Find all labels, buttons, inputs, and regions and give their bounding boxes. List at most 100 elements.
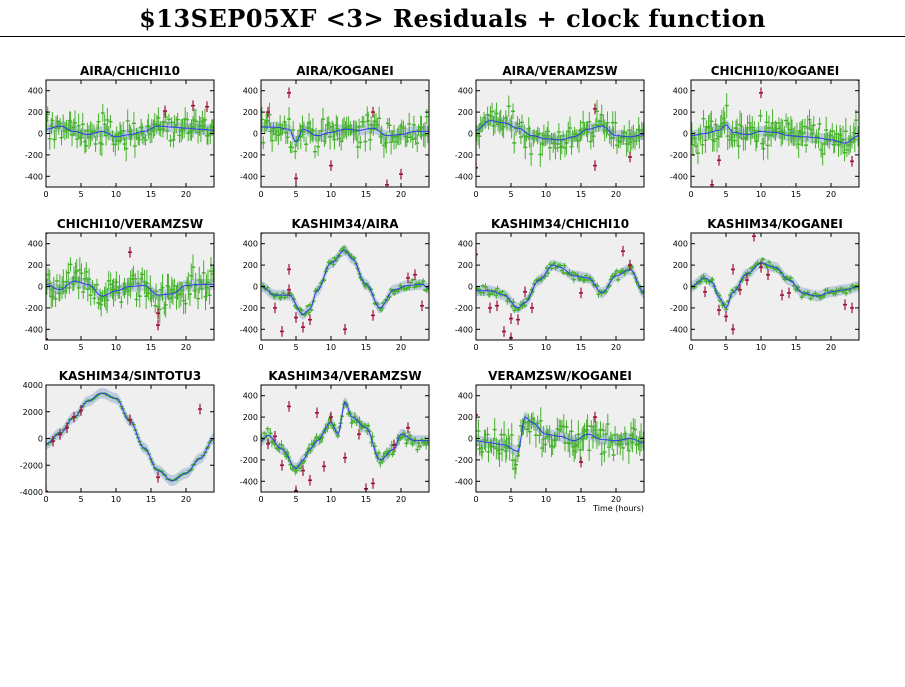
plot-area [476, 233, 644, 340]
chart-panel: KASHIM34/VERAMZSW -400 -200 0 200 400 0 5 10 15 20 [240, 369, 430, 504]
y-tick-label: 0 [683, 130, 688, 139]
x-tick-label: 15 [146, 190, 156, 199]
y-tick-label: 200 [243, 108, 258, 117]
panel-title: KASHIM34/AIRA [291, 217, 399, 231]
y-tick-label: -2000 [20, 461, 43, 470]
panel-title: CHICHI10/VERAMZSW [57, 217, 203, 231]
y-tick-label: 4000 [23, 381, 43, 390]
outlier-series [261, 233, 424, 337]
y-tick-label: 0 [253, 435, 258, 444]
y-tick-label: -400 [455, 477, 473, 486]
y-tick-label: -400 [25, 172, 43, 181]
page-title: $13SEP05XF <3> Residuals + clock functio… [139, 4, 766, 33]
chart-panel: KASHIM34/KOGANEI -400 -200 0 200 400 0 5 10 15 20 [670, 217, 860, 352]
x-tick-label: 0 [43, 343, 48, 352]
panel-title: KASHIM34/VERAMZSW [268, 369, 421, 383]
y-tick-label: -200 [455, 304, 473, 313]
x-tick-label: 10 [111, 190, 121, 199]
outlier-series [266, 401, 410, 492]
x-tick-label: 10 [326, 495, 336, 504]
y-tick-label: 400 [458, 392, 473, 401]
x-tick-label: 10 [326, 190, 336, 199]
title-rule [0, 36, 905, 37]
y-tick-label: 0 [38, 283, 43, 292]
plot-content [46, 233, 214, 340]
y-tick-label: 0 [468, 283, 473, 292]
panel-title: KASHIM34/CHICHI10 [491, 217, 629, 231]
x-tick-label: 15 [576, 190, 586, 199]
y-tick-label: -400 [455, 172, 473, 181]
outlier-series [703, 233, 854, 335]
x-tick-label: 15 [791, 190, 801, 199]
outlier-series [476, 103, 632, 174]
y-tick-label: 200 [28, 108, 43, 117]
plot-content [46, 387, 214, 492]
x-tick-label: 20 [826, 343, 836, 352]
plot-content [691, 233, 859, 335]
chart-panel: AIRA/KOGANEI -400 -200 0 200 400 0 5 10 15 20 [240, 64, 430, 199]
y-tick-label: -200 [455, 456, 473, 465]
x-tick-label: 10 [756, 190, 766, 199]
x-tick-label: 5 [78, 495, 83, 504]
chart-panel: AIRA/VERAMZSW -400 -200 0 200 400 0 5 10 15 20 [455, 64, 645, 199]
plot-content [691, 80, 859, 187]
x-tick-label: 5 [723, 343, 728, 352]
outlier-series [46, 233, 160, 340]
x-tick-label: 20 [396, 343, 406, 352]
x-tick-label: 10 [541, 343, 551, 352]
panel-title: KASHIM34/SINTOTU3 [59, 369, 202, 383]
x-tick-label: 15 [361, 343, 371, 352]
panel-title: KASHIM34/KOGANEI [707, 217, 843, 231]
outlier-series [710, 80, 859, 187]
x-tick-label: 0 [688, 343, 693, 352]
y-tick-label: 0 [253, 130, 258, 139]
y-tick-label: -200 [25, 304, 43, 313]
x-tick-label: 10 [111, 343, 121, 352]
x-tick-label: 5 [508, 190, 513, 199]
y-tick-label: -400 [25, 325, 43, 334]
clock-function-line [46, 125, 214, 138]
y-tick-label: -200 [25, 151, 43, 160]
panel-title: VERAMZSW/KOGANEI [488, 369, 632, 383]
clock-uncertainty-band [476, 411, 644, 457]
x-tick-label: 0 [258, 495, 263, 504]
y-tick-label: -400 [240, 477, 258, 486]
y-tick-label: 200 [243, 413, 258, 422]
chart-panel: AIRA/CHICHI10 -400 -200 0 200 400 0 5 10 15 20 [25, 64, 215, 199]
panel-title: AIRA/KOGANEI [296, 64, 393, 78]
outlier-series [163, 100, 209, 117]
x-tick-label: 0 [473, 495, 478, 504]
x-tick-label: 10 [541, 495, 551, 504]
outlier-series [266, 87, 403, 187]
y-tick-label: 400 [28, 240, 43, 249]
x-tick-label: 0 [473, 190, 478, 199]
y-tick-label: 400 [458, 87, 473, 96]
x-tick-label: 5 [723, 190, 728, 199]
x-tick-label: 0 [258, 190, 263, 199]
x-tick-label: 10 [111, 495, 121, 504]
y-tick-label: 2000 [23, 408, 43, 417]
y-tick-label: 200 [673, 261, 688, 270]
plot-content [261, 396, 429, 492]
x-tick-label: 10 [541, 190, 551, 199]
y-tick-label: 200 [673, 108, 688, 117]
x-tick-label: 5 [78, 190, 83, 199]
x-tick-label: 15 [576, 495, 586, 504]
outlier-series [476, 409, 597, 468]
clock-function-line [261, 401, 429, 470]
y-tick-label: -200 [670, 304, 688, 313]
chart-panel: CHICHI10/KOGANEI -400 -200 0 200 400 0 5 10 15 20 [670, 64, 860, 199]
clock-function-line [261, 249, 429, 315]
y-tick-label: 400 [28, 87, 43, 96]
chart-panel: KASHIM34/AIRA -400 -200 0 200 400 0 5 10 15 20 [240, 217, 430, 352]
y-tick-label: 0 [38, 130, 43, 139]
plot-content [261, 233, 429, 337]
plot-content [46, 100, 214, 162]
plot-content [476, 95, 644, 174]
x-tick-label: 20 [396, 190, 406, 199]
y-tick-label: -400 [455, 325, 473, 334]
x-tick-label: 20 [611, 190, 621, 199]
clock-function-line [476, 416, 644, 452]
y-tick-label: 200 [458, 261, 473, 270]
clock-function-line [691, 124, 859, 144]
